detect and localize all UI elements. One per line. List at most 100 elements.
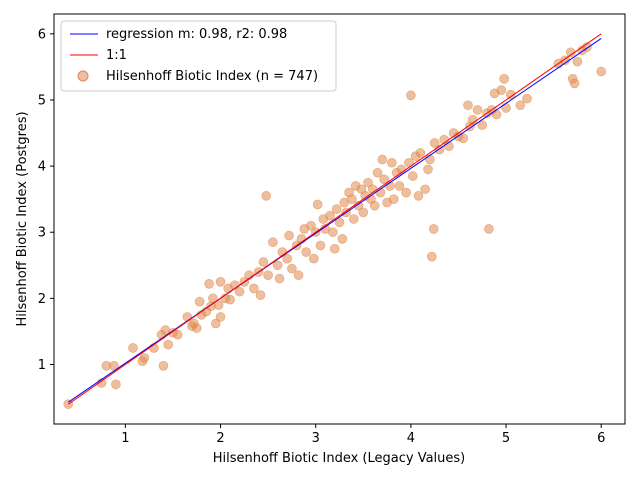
data-point [312, 199, 323, 210]
data-point [522, 93, 532, 104]
data-point [272, 260, 283, 271]
data-point [282, 253, 292, 264]
data-point [163, 339, 173, 350]
y-axis-label: Hilsenhoff Biotic Index (Postgres) [15, 111, 30, 326]
data-point [284, 230, 294, 241]
data-point [427, 251, 437, 262]
data-point [301, 247, 311, 257]
data-point [363, 177, 373, 188]
y-tick-label: 6 [38, 27, 46, 42]
data-point [182, 312, 193, 322]
plot-frame [53, 13, 626, 425]
data-point [111, 379, 121, 390]
data-point [213, 300, 224, 310]
data-point [158, 361, 169, 371]
data-point [505, 89, 516, 100]
scatter-points [63, 42, 607, 409]
data-point [249, 283, 259, 294]
data-point [477, 120, 488, 130]
data-point [139, 353, 150, 363]
data-point [394, 181, 405, 191]
data-point [109, 361, 119, 371]
x-axis-label: Hilsenhoff Biotic Index (Legacy Values) [213, 451, 466, 466]
regression-line [67, 38, 602, 403]
series-lines [67, 33, 602, 405]
data-point [569, 78, 580, 89]
data-point [444, 141, 454, 152]
data-point [210, 318, 221, 329]
data-point [501, 103, 511, 113]
data-point [204, 279, 214, 289]
data-point [263, 270, 273, 281]
data-point [215, 277, 226, 287]
data-point [458, 133, 469, 144]
data-point [293, 270, 304, 281]
data-point [274, 273, 285, 284]
y-axis-ticks: 1 2 3 4 5 6 [38, 27, 54, 373]
data-point [194, 296, 205, 307]
data-point [128, 343, 138, 353]
y-tick-label: 3 [38, 226, 46, 241]
data-point [337, 234, 348, 244]
x-tick-label: 3 [312, 431, 320, 446]
data-point [234, 286, 245, 297]
data-point [428, 224, 439, 234]
data-point [225, 294, 235, 305]
y-tick-label: 4 [38, 160, 46, 175]
data-point [172, 329, 183, 340]
data-point [387, 157, 397, 168]
data-point [261, 191, 272, 201]
data-point [413, 191, 424, 201]
legend-regression-label: regression m: 0.98, r2: 0.98 [106, 27, 287, 42]
data-point [306, 220, 316, 231]
data-point [484, 224, 494, 234]
y-tick-label: 1 [38, 358, 46, 373]
data-point [258, 257, 269, 267]
data-point [388, 194, 399, 204]
data-point [372, 167, 383, 178]
data-point [406, 90, 416, 101]
legend: regression m: 0.98, r2: 0.98 1:1 Hilsenh… [60, 20, 337, 92]
legend-points-label: Hilsenhoff Biotic Index (n = 747) [106, 69, 318, 84]
y-tick-label: 2 [38, 292, 46, 307]
data-point [515, 100, 526, 111]
x-axis-ticks: 1 2 3 4 5 6 [121, 424, 605, 446]
data-point [348, 214, 359, 224]
data-point [215, 312, 226, 322]
data-point [420, 184, 430, 195]
data-point [328, 227, 338, 238]
data-point [572, 56, 583, 67]
data-point [309, 253, 319, 264]
data-point [377, 154, 388, 165]
data-point [329, 243, 340, 254]
y-tick-label: 5 [38, 93, 46, 108]
data-point [429, 138, 440, 148]
data-point [191, 323, 202, 333]
data-point [496, 85, 507, 95]
legend-identity-label: 1:1 [106, 48, 127, 63]
data-point [334, 217, 345, 228]
data-point [315, 240, 326, 251]
data-point [463, 100, 473, 111]
data-point [596, 66, 607, 77]
data-point [358, 207, 369, 218]
x-tick-label: 4 [407, 431, 415, 446]
x-tick-label: 6 [597, 431, 605, 446]
data-point [407, 171, 418, 181]
data-point [287, 263, 297, 274]
data-point [491, 109, 502, 120]
identity-line [67, 33, 602, 405]
plot-area [53, 13, 626, 425]
data-point [425, 154, 435, 165]
data-point [369, 200, 380, 211]
data-point [499, 74, 509, 84]
data-point [255, 290, 266, 300]
data-point [415, 148, 426, 158]
data-point [347, 194, 357, 204]
data-point [401, 187, 411, 198]
data-point [268, 237, 278, 247]
legend-box [60, 20, 337, 92]
data-point [379, 174, 390, 185]
data-point [331, 204, 342, 214]
